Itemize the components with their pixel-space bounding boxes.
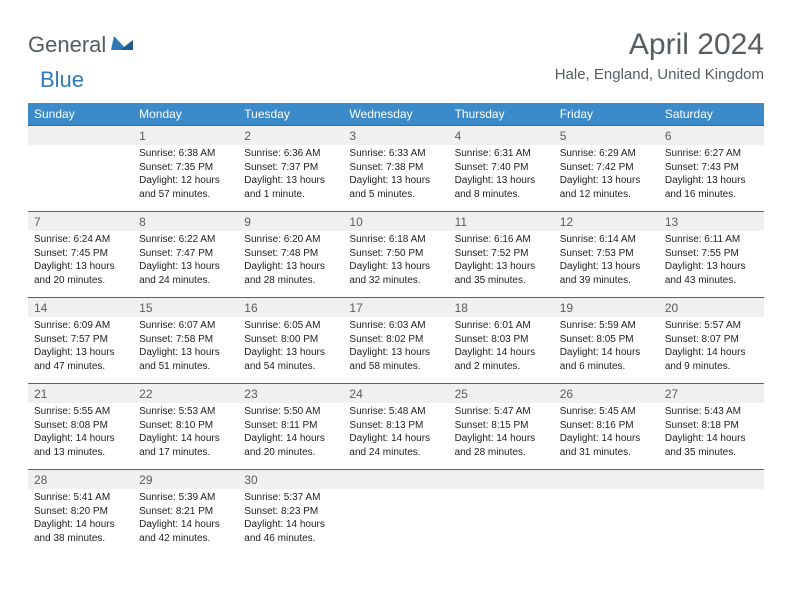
content-cell: Sunrise: 6:09 AMSunset: 7:57 PMDaylight:… — [28, 317, 133, 384]
content-cell: Sunrise: 5:48 AMSunset: 8:13 PMDaylight:… — [343, 403, 448, 470]
daynum-empty — [659, 470, 764, 490]
daynum-cell: 15 — [133, 298, 238, 318]
content-empty — [28, 145, 133, 212]
calendar-table: SundayMondayTuesdayWednesdayThursdayFrid… — [28, 103, 764, 555]
content-cell: Sunrise: 6:36 AMSunset: 7:37 PMDaylight:… — [238, 145, 343, 212]
daynum-cell: 21 — [28, 384, 133, 404]
daynum-cell: 28 — [28, 470, 133, 490]
content-cell: Sunrise: 6:38 AMSunset: 7:35 PMDaylight:… — [133, 145, 238, 212]
content-cell: Sunrise: 5:41 AMSunset: 8:20 PMDaylight:… — [28, 489, 133, 555]
day-header-cell: Friday — [554, 103, 659, 126]
content-cell: Sunrise: 6:24 AMSunset: 7:45 PMDaylight:… — [28, 231, 133, 298]
daynum-cell: 6 — [659, 126, 764, 146]
day-header-cell: Tuesday — [238, 103, 343, 126]
brand-text-1: General — [28, 32, 106, 58]
content-row: Sunrise: 6:09 AMSunset: 7:57 PMDaylight:… — [28, 317, 764, 384]
content-cell: Sunrise: 5:50 AMSunset: 8:11 PMDaylight:… — [238, 403, 343, 470]
brand-logo: General — [28, 32, 135, 58]
daynum-cell: 11 — [449, 212, 554, 232]
daynum-cell: 9 — [238, 212, 343, 232]
content-cell: Sunrise: 5:43 AMSunset: 8:18 PMDaylight:… — [659, 403, 764, 470]
content-cell: Sunrise: 6:14 AMSunset: 7:53 PMDaylight:… — [554, 231, 659, 298]
content-cell: Sunrise: 5:55 AMSunset: 8:08 PMDaylight:… — [28, 403, 133, 470]
daynum-cell: 10 — [343, 212, 448, 232]
daynum-cell: 19 — [554, 298, 659, 318]
location-text: Hale, England, United Kingdom — [555, 66, 764, 83]
daynum-cell: 29 — [133, 470, 238, 490]
daynum-row: 78910111213 — [28, 212, 764, 232]
daynum-cell: 5 — [554, 126, 659, 146]
content-cell: Sunrise: 6:27 AMSunset: 7:43 PMDaylight:… — [659, 145, 764, 212]
brand-text-2: Blue — [40, 67, 84, 92]
title-block: April 2024 Hale, England, United Kingdom — [555, 28, 764, 83]
content-cell: Sunrise: 6:05 AMSunset: 8:00 PMDaylight:… — [238, 317, 343, 384]
daynum-cell: 18 — [449, 298, 554, 318]
content-cell: Sunrise: 6:03 AMSunset: 8:02 PMDaylight:… — [343, 317, 448, 384]
daynum-cell: 14 — [28, 298, 133, 318]
daynum-empty — [343, 470, 448, 490]
content-cell: Sunrise: 6:20 AMSunset: 7:48 PMDaylight:… — [238, 231, 343, 298]
content-cell: Sunrise: 6:31 AMSunset: 7:40 PMDaylight:… — [449, 145, 554, 212]
content-empty — [449, 489, 554, 555]
day-header-cell: Thursday — [449, 103, 554, 126]
daynum-cell: 8 — [133, 212, 238, 232]
day-header-cell: Wednesday — [343, 103, 448, 126]
daynum-empty — [28, 126, 133, 146]
content-cell: Sunrise: 5:47 AMSunset: 8:15 PMDaylight:… — [449, 403, 554, 470]
content-empty — [659, 489, 764, 555]
content-cell: Sunrise: 5:53 AMSunset: 8:10 PMDaylight:… — [133, 403, 238, 470]
brand-triangle-icon — [111, 34, 133, 55]
day-header-cell: Saturday — [659, 103, 764, 126]
content-cell: Sunrise: 5:45 AMSunset: 8:16 PMDaylight:… — [554, 403, 659, 470]
content-cell: Sunrise: 6:33 AMSunset: 7:38 PMDaylight:… — [343, 145, 448, 212]
content-cell: Sunrise: 6:11 AMSunset: 7:55 PMDaylight:… — [659, 231, 764, 298]
daynum-cell: 16 — [238, 298, 343, 318]
daynum-row: 14151617181920 — [28, 298, 764, 318]
daynum-cell: 24 — [343, 384, 448, 404]
daynum-empty — [449, 470, 554, 490]
content-empty — [554, 489, 659, 555]
daynum-cell: 2 — [238, 126, 343, 146]
daynum-cell: 26 — [554, 384, 659, 404]
content-cell: Sunrise: 5:37 AMSunset: 8:23 PMDaylight:… — [238, 489, 343, 555]
daynum-cell: 13 — [659, 212, 764, 232]
daynum-cell: 1 — [133, 126, 238, 146]
daynum-cell: 30 — [238, 470, 343, 490]
daynum-cell: 12 — [554, 212, 659, 232]
month-title: April 2024 — [555, 28, 764, 62]
content-cell: Sunrise: 6:29 AMSunset: 7:42 PMDaylight:… — [554, 145, 659, 212]
day-header-cell: Monday — [133, 103, 238, 126]
daynum-row: 282930 — [28, 470, 764, 490]
daynum-cell: 4 — [449, 126, 554, 146]
content-cell: Sunrise: 6:18 AMSunset: 7:50 PMDaylight:… — [343, 231, 448, 298]
content-cell: Sunrise: 6:16 AMSunset: 7:52 PMDaylight:… — [449, 231, 554, 298]
daynum-cell: 17 — [343, 298, 448, 318]
daynum-cell: 20 — [659, 298, 764, 318]
daynum-row: 123456 — [28, 126, 764, 146]
content-cell: Sunrise: 5:39 AMSunset: 8:21 PMDaylight:… — [133, 489, 238, 555]
daynum-cell: 25 — [449, 384, 554, 404]
content-cell: Sunrise: 5:59 AMSunset: 8:05 PMDaylight:… — [554, 317, 659, 384]
content-row: Sunrise: 6:24 AMSunset: 7:45 PMDaylight:… — [28, 231, 764, 298]
content-row: Sunrise: 5:41 AMSunset: 8:20 PMDaylight:… — [28, 489, 764, 555]
content-cell: Sunrise: 6:07 AMSunset: 7:58 PMDaylight:… — [133, 317, 238, 384]
daynum-empty — [554, 470, 659, 490]
day-header-cell: Sunday — [28, 103, 133, 126]
content-cell: Sunrise: 6:22 AMSunset: 7:47 PMDaylight:… — [133, 231, 238, 298]
daynum-cell: 7 — [28, 212, 133, 232]
daynum-cell: 23 — [238, 384, 343, 404]
daynum-row: 21222324252627 — [28, 384, 764, 404]
daynum-cell: 27 — [659, 384, 764, 404]
content-row: Sunrise: 5:55 AMSunset: 8:08 PMDaylight:… — [28, 403, 764, 470]
daynum-cell: 3 — [343, 126, 448, 146]
content-row: Sunrise: 6:38 AMSunset: 7:35 PMDaylight:… — [28, 145, 764, 212]
daynum-cell: 22 — [133, 384, 238, 404]
day-header-row: SundayMondayTuesdayWednesdayThursdayFrid… — [28, 103, 764, 126]
content-empty — [343, 489, 448, 555]
content-cell: Sunrise: 5:57 AMSunset: 8:07 PMDaylight:… — [659, 317, 764, 384]
content-cell: Sunrise: 6:01 AMSunset: 8:03 PMDaylight:… — [449, 317, 554, 384]
